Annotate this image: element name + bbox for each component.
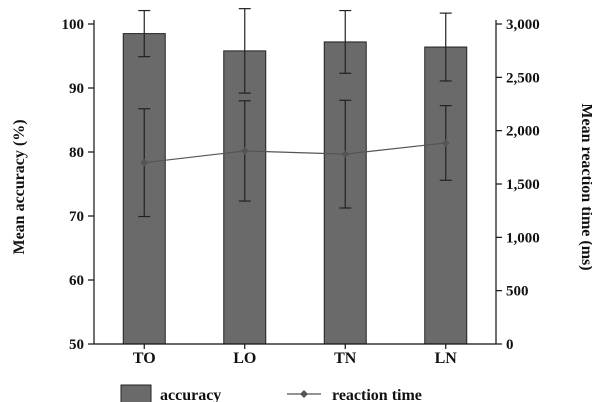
reaction-time-point-tn bbox=[341, 150, 350, 159]
x-tick-label-tn: TN bbox=[334, 350, 357, 367]
legend-label-accuracy: accuracy bbox=[160, 387, 221, 402]
reaction-time-point-to bbox=[140, 158, 149, 167]
y2-tick-label: 0 bbox=[506, 337, 514, 353]
axes-layer: 50 60 70 80 90 100 0 500 1,000 1,500 2,000 2,500 3,0… bbox=[62, 17, 540, 367]
y2-tick-label: 3,000 bbox=[506, 17, 540, 33]
y2-tick-label: 1,500 bbox=[506, 177, 540, 193]
reaction-time-point-ln bbox=[441, 138, 450, 147]
legend-marker-reaction-time bbox=[300, 390, 308, 398]
y-tick-label: 90 bbox=[69, 81, 84, 97]
legend-label-reaction-time: reaction time bbox=[332, 387, 422, 402]
y-tick-label: 60 bbox=[69, 273, 84, 289]
y-tick-label: 80 bbox=[69, 145, 84, 161]
x-tick-label-ln: LN bbox=[435, 350, 458, 367]
y2-tick-label: 500 bbox=[506, 284, 529, 300]
y-tick-label: 100 bbox=[62, 17, 85, 33]
accuracy-bar-ln bbox=[424, 46, 468, 345]
reaction-time-line bbox=[144, 142, 446, 164]
y-axis-label: Mean accuracy (%) bbox=[11, 119, 28, 254]
accuracy-error-ln bbox=[439, 12, 452, 82]
legend: accuracy reaction time bbox=[120, 384, 422, 402]
y-tick-label: 50 bbox=[69, 337, 84, 353]
accuracy-error-tn bbox=[339, 9, 352, 74]
legend-swatch-accuracy bbox=[120, 384, 152, 402]
x-tick-label-to: TO bbox=[133, 350, 156, 367]
accuracy-error-lo bbox=[238, 8, 251, 94]
y2-tick-label: 1,000 bbox=[506, 230, 540, 246]
reaction-time-layer bbox=[138, 99, 452, 218]
x-tick-label-lo: LO bbox=[233, 350, 256, 367]
y2-axis-label: Mean reaction time (ms) bbox=[578, 103, 592, 270]
y-tick-label: 70 bbox=[69, 209, 84, 225]
y2-tick-label: 2,000 bbox=[506, 124, 540, 140]
reaction-time-point-lo bbox=[240, 146, 249, 155]
y2-tick-label: 2,500 bbox=[506, 70, 540, 86]
accuracy-error-to bbox=[138, 9, 151, 58]
bars-layer bbox=[122, 8, 468, 345]
